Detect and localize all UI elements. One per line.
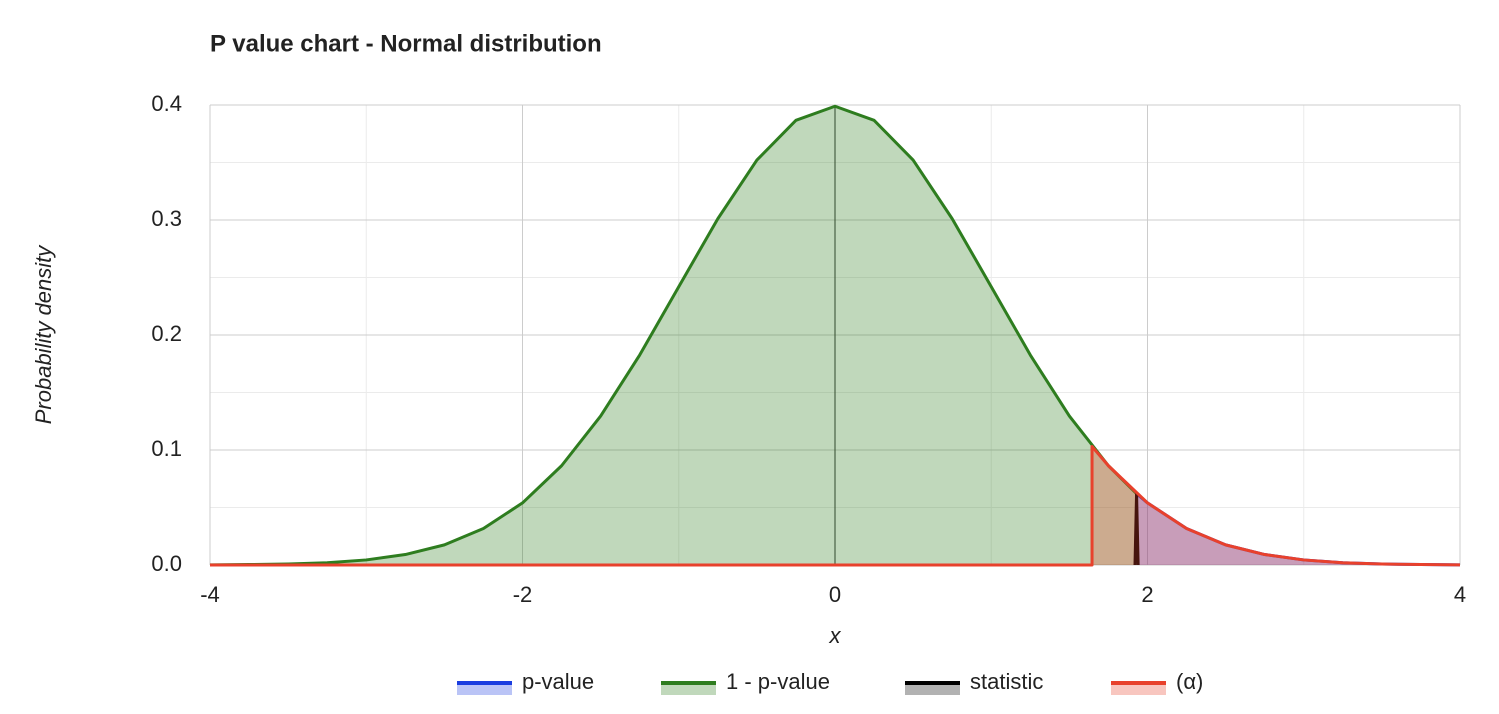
legend-swatch <box>905 683 960 695</box>
legend-label: (α) <box>1176 669 1203 694</box>
y-tick-label: 0.1 <box>151 436 182 461</box>
area-fill <box>1136 493 1460 565</box>
y-tick-label: 0.4 <box>151 91 182 116</box>
y-tick-label: 0.3 <box>151 206 182 231</box>
x-tick-label: 2 <box>1141 582 1153 607</box>
y-tick-label: 0.2 <box>151 321 182 346</box>
legend-swatch <box>1111 683 1166 695</box>
legend-swatch <box>457 683 512 695</box>
area-line <box>210 444 1461 567</box>
x-axis-label: x <box>829 623 842 648</box>
area-fill <box>210 106 1137 566</box>
x-tick-label: 4 <box>1454 582 1466 607</box>
x-tick-label: -4 <box>200 582 220 607</box>
legend-label: 1 - p-value <box>726 669 830 694</box>
chart-title: P value chart - Normal distribution <box>210 30 602 57</box>
legend-label: statistic <box>970 669 1043 694</box>
x-tick-label: 0 <box>829 582 841 607</box>
x-tick-label: -2 <box>513 582 533 607</box>
y-tick-label: 0.0 <box>151 551 182 576</box>
legend-swatch <box>661 683 716 695</box>
y-axis-label: Probability density <box>31 244 56 425</box>
legend-label: p-value <box>522 669 594 694</box>
area-line <box>209 104 1138 567</box>
area-fill <box>210 446 1460 565</box>
